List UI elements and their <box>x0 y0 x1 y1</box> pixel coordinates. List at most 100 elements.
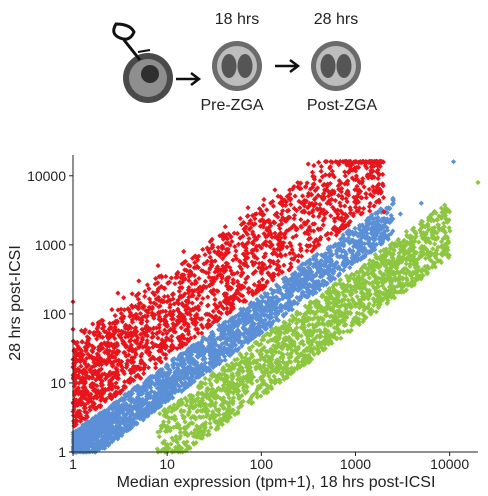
data-point <box>266 307 272 313</box>
data-point <box>166 419 172 425</box>
data-point <box>318 234 324 240</box>
data-point <box>115 328 122 334</box>
data-point <box>75 390 81 396</box>
data-point <box>248 300 254 306</box>
data-point <box>71 418 77 424</box>
data-point <box>311 279 317 285</box>
data-point <box>235 241 242 247</box>
data-point <box>87 432 93 438</box>
data-point <box>317 205 323 212</box>
data-point <box>118 429 124 435</box>
data-point <box>93 442 99 448</box>
data-point <box>152 373 159 379</box>
data-point <box>133 414 140 420</box>
data-point <box>352 239 359 245</box>
data-point <box>112 324 118 330</box>
data-point <box>114 390 120 396</box>
data-point <box>90 382 96 388</box>
data-point <box>149 388 155 394</box>
data-point <box>180 332 186 339</box>
data-point <box>73 442 79 448</box>
data-point <box>341 243 347 249</box>
data-point <box>122 395 128 401</box>
data-point <box>200 246 206 253</box>
data-point <box>95 437 101 443</box>
data-point <box>191 367 197 373</box>
data-point <box>266 304 272 310</box>
data-point <box>112 393 118 399</box>
data-point <box>260 202 266 208</box>
data-point <box>336 186 342 192</box>
data-point <box>115 385 121 391</box>
data-point <box>91 363 97 369</box>
data-point <box>90 321 96 327</box>
data-point <box>280 243 286 249</box>
data-point <box>275 258 281 264</box>
data-point <box>112 313 118 319</box>
data-point <box>261 311 267 317</box>
data-point <box>237 298 243 304</box>
data-point <box>367 191 373 198</box>
data-point <box>254 255 260 262</box>
data-point <box>232 253 239 259</box>
data-point <box>235 295 241 302</box>
data-point <box>336 271 343 277</box>
data-point <box>320 217 326 224</box>
data-point <box>106 353 113 359</box>
data-point <box>200 295 206 302</box>
data-point <box>362 251 369 258</box>
data-point <box>120 420 126 426</box>
data-point <box>89 347 95 353</box>
data-point <box>171 301 177 307</box>
data-point <box>291 216 297 222</box>
data-point <box>325 236 332 242</box>
data-point <box>376 172 382 178</box>
data-point <box>195 368 201 374</box>
data-point <box>114 400 120 406</box>
data-point <box>155 380 162 386</box>
data-point <box>287 302 293 308</box>
data-point <box>242 279 249 286</box>
data-point <box>231 342 237 349</box>
data-point <box>234 230 240 237</box>
data-point <box>123 425 129 431</box>
data-point <box>117 419 123 426</box>
data-point <box>270 198 276 205</box>
data-point <box>263 238 269 245</box>
data-point <box>374 219 380 225</box>
data-point <box>247 325 253 331</box>
data-point <box>156 304 162 310</box>
data-point <box>197 368 204 374</box>
data-point <box>278 302 284 308</box>
data-point <box>340 159 346 165</box>
data-point <box>101 414 107 420</box>
data-point <box>248 317 255 324</box>
data-point <box>145 325 151 331</box>
data-point <box>226 297 232 303</box>
data-point <box>156 386 162 393</box>
data-point <box>354 245 361 251</box>
data-point <box>151 300 157 306</box>
data-point <box>98 416 104 422</box>
data-point <box>186 277 192 284</box>
data-point <box>307 266 313 272</box>
data-point <box>121 295 127 301</box>
data-point <box>106 348 113 354</box>
data-point <box>228 350 234 356</box>
data-point <box>278 308 284 314</box>
data-point <box>194 296 200 302</box>
data-point <box>349 250 355 256</box>
data-point <box>248 337 254 343</box>
data-point <box>276 263 282 270</box>
data-point <box>215 244 221 251</box>
data-point <box>218 310 224 317</box>
data-point <box>210 287 217 293</box>
data-point <box>252 310 258 316</box>
data-point <box>368 227 374 233</box>
data-point <box>141 370 147 377</box>
data-point <box>160 351 167 357</box>
data-point <box>366 235 373 242</box>
data-point <box>307 200 313 207</box>
data-point <box>371 233 377 239</box>
data-point <box>363 191 369 197</box>
